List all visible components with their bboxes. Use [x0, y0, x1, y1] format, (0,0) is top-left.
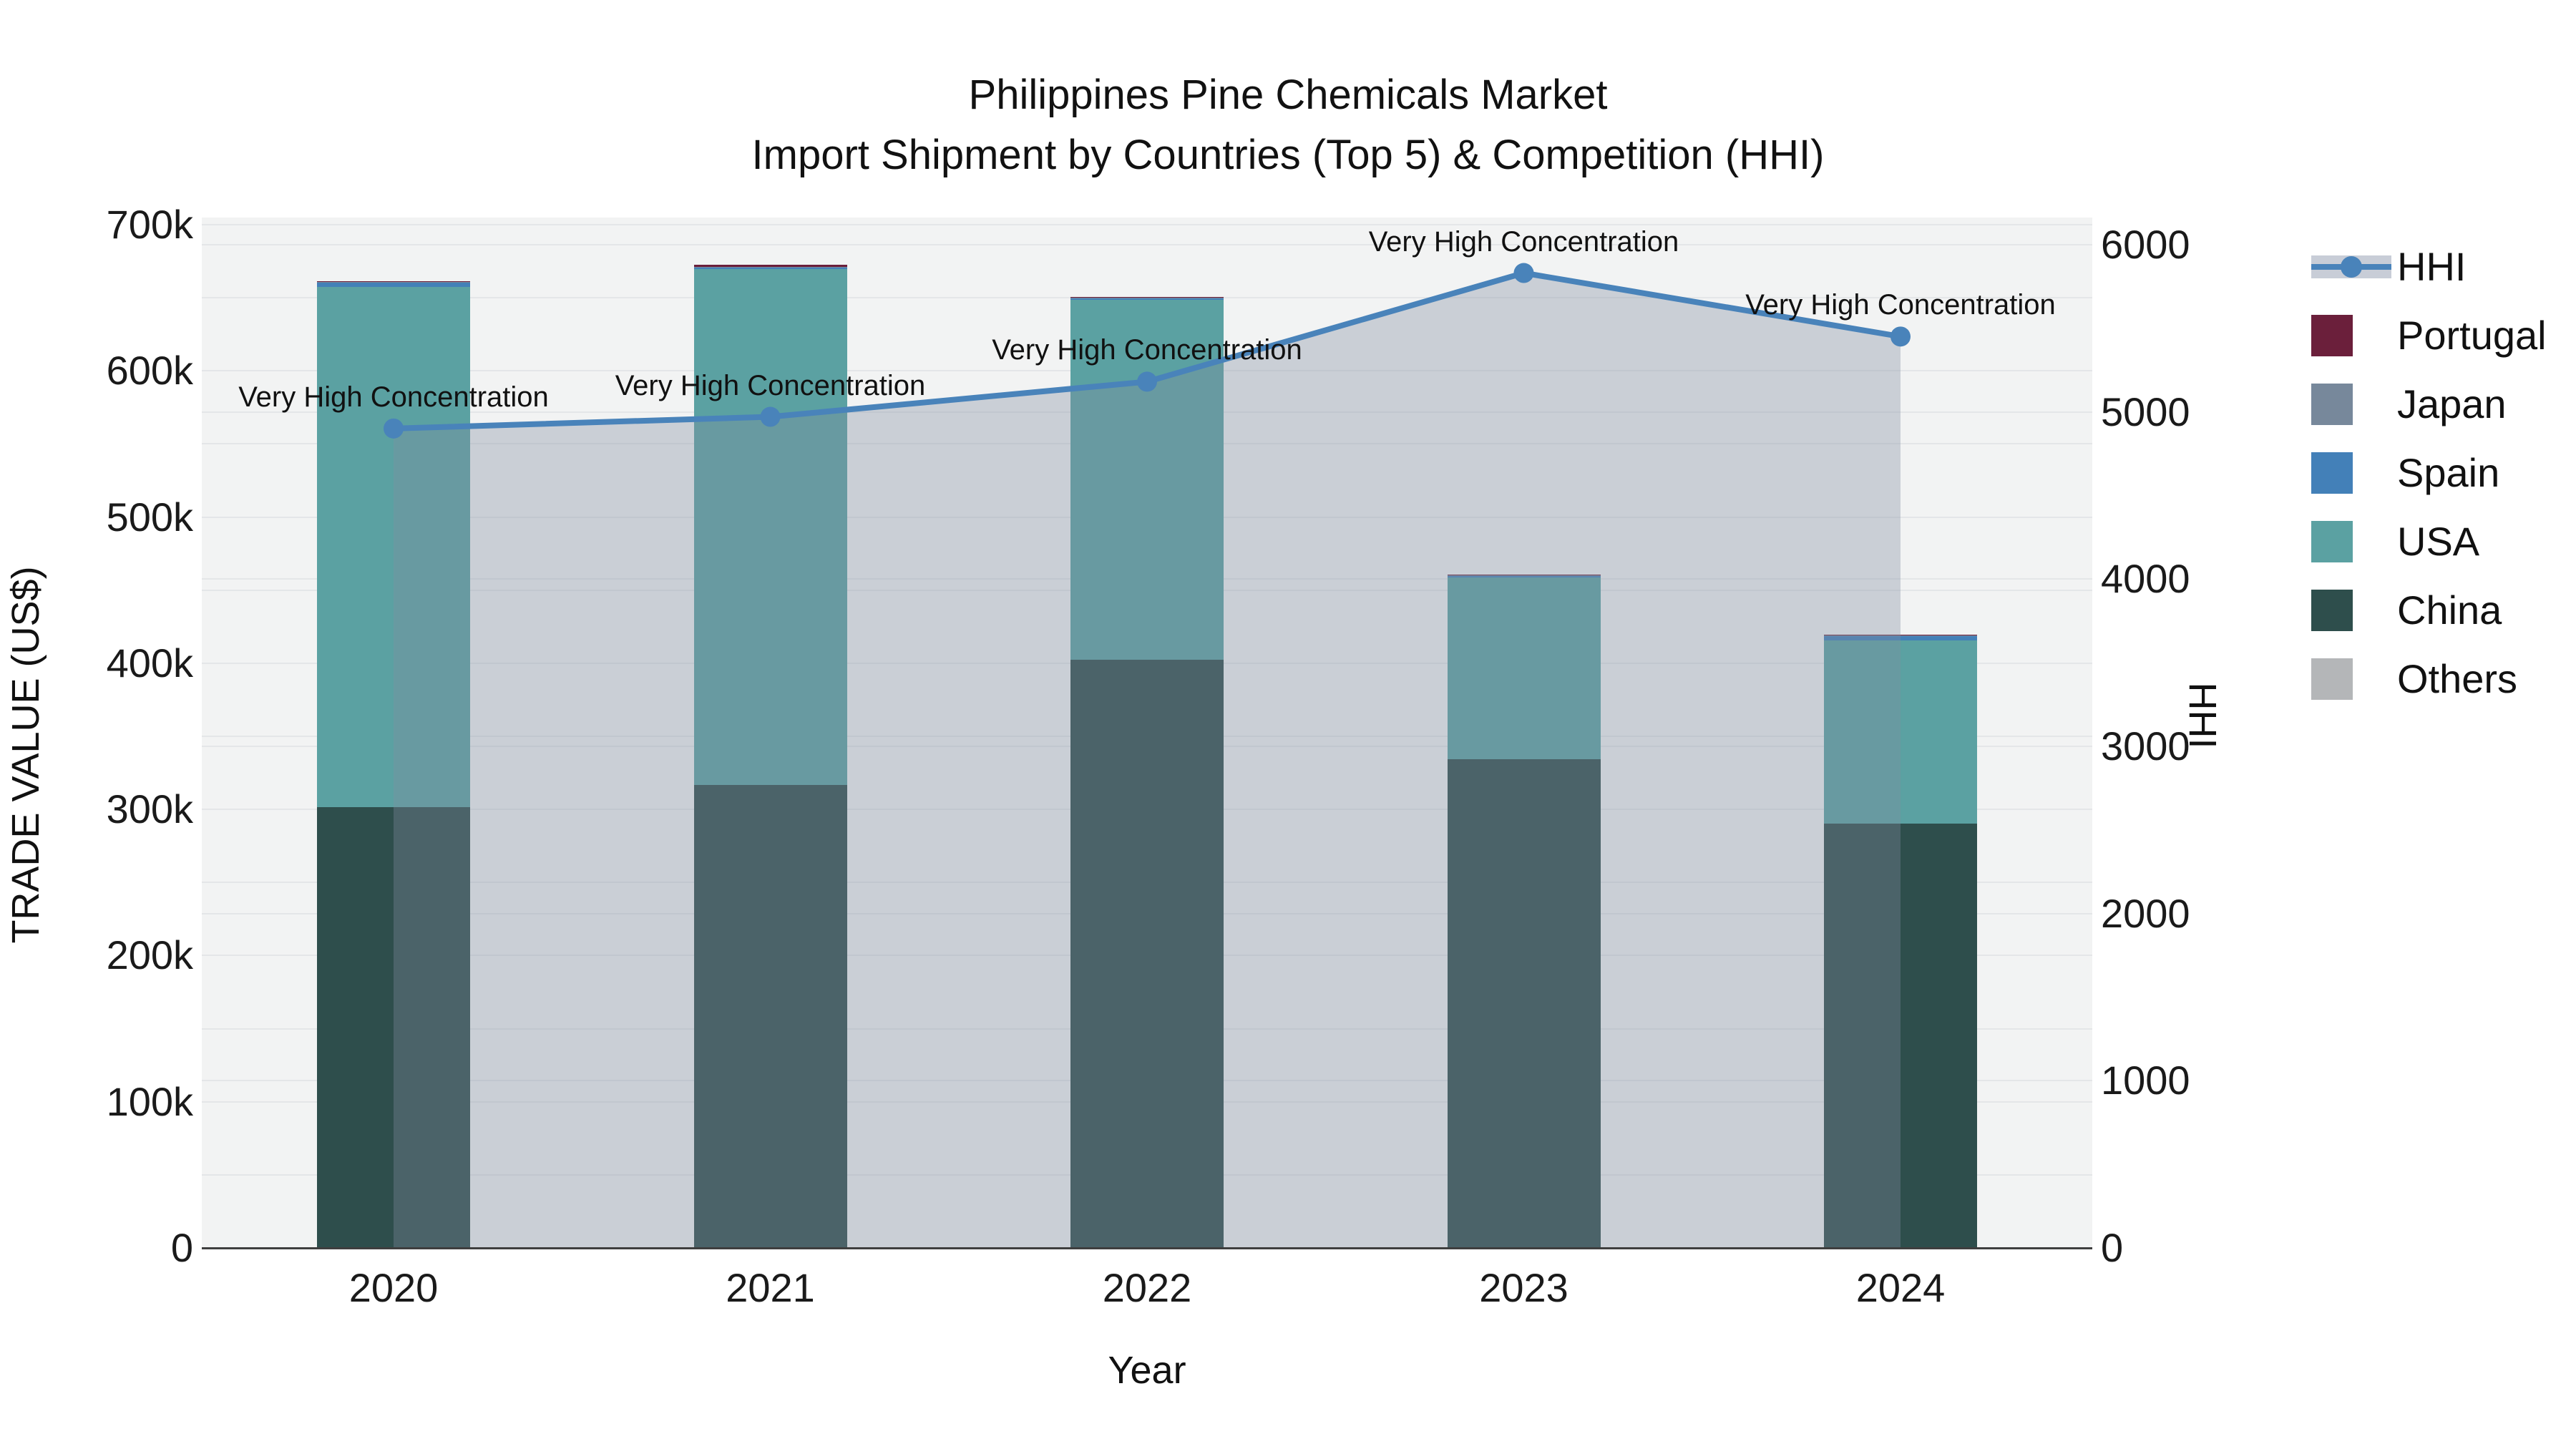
- x-axis-title: Year: [1108, 1349, 1186, 1392]
- legend-label-portugal: Portugal: [2397, 313, 2547, 358]
- bar-segment-china-2021[interactable]: [693, 785, 847, 1247]
- annotation-2022: Very High Concentration: [992, 334, 1302, 366]
- y-right-tick-3000: 3000: [2101, 723, 2190, 769]
- swatch-spain: [2311, 452, 2353, 494]
- bar-segment-china-2023[interactable]: [1447, 758, 1601, 1247]
- legend-item-hhi[interactable]: HHI: [2311, 246, 2547, 288]
- annotation-2020: Very High Concentration: [238, 381, 549, 413]
- x-tick-2024: 2024: [1855, 1265, 1946, 1310]
- legend-item-usa[interactable]: USA: [2311, 521, 2547, 562]
- legend-swatch-japan: [2311, 384, 2391, 425]
- bar-segment-spain-2020[interactable]: [317, 282, 470, 287]
- legend-swatch-china: [2311, 590, 2391, 631]
- legend-item-china[interactable]: China: [2311, 590, 2547, 631]
- chart-subtitle: Import Shipment by Countries (Top 5) & C…: [751, 132, 1825, 178]
- bar-segment-china-2022[interactable]: [1070, 659, 1224, 1247]
- y-right-tick-0: 0: [2101, 1225, 2124, 1270]
- bar-segment-spain-2023[interactable]: [1447, 576, 1601, 578]
- y-left-tick-200k: 200k: [106, 932, 193, 978]
- swatch-china: [2311, 590, 2353, 631]
- hhi-line-legend-symbol: [2311, 251, 2391, 283]
- y-left-tick-300k: 300k: [106, 786, 193, 832]
- swatch-others: [2311, 658, 2353, 700]
- bar-segment-portugal-2020[interactable]: [317, 280, 470, 282]
- y-axis-title-left: TRADE VALUE (US$): [4, 566, 47, 944]
- gridline-right-6000: [202, 243, 2092, 245]
- swatch-usa: [2311, 521, 2353, 562]
- legend-swatch-portugal: [2311, 315, 2391, 356]
- hhi-marker-2021[interactable]: [760, 406, 781, 427]
- swatch-portugal: [2311, 315, 2353, 356]
- bar-segment-usa-2022[interactable]: [1070, 300, 1224, 660]
- x-tick-2021: 2021: [726, 1265, 815, 1310]
- y-left-tick-700k: 700k: [106, 201, 193, 247]
- x-tick-2020: 2020: [348, 1265, 439, 1310]
- bar-segment-spain-2021[interactable]: [693, 268, 847, 270]
- annotation-2023: Very High Concentration: [1368, 225, 1679, 258]
- bar-segment-japan-2023[interactable]: [1447, 575, 1601, 577]
- y-right-tick-1000: 1000: [2101, 1058, 2190, 1103]
- bar-segment-japan-2021[interactable]: [693, 267, 847, 268]
- hhi-marker-2024[interactable]: [1890, 326, 1911, 347]
- chart-title: Philippines Pine Chemicals Market: [968, 72, 1608, 118]
- bar-segment-spain-2022[interactable]: [1070, 298, 1224, 301]
- legend-swatch-spain: [2311, 452, 2391, 494]
- hhi-marker-2022[interactable]: [1137, 371, 1157, 392]
- swatch-japan: [2311, 384, 2353, 425]
- annotation-2024: Very High Concentration: [1745, 289, 2056, 321]
- hhi-marker-2020[interactable]: [384, 418, 404, 439]
- y-right-tick-6000: 6000: [2101, 221, 2190, 267]
- y-left-tick-400k: 400k: [106, 640, 193, 686]
- hhi-legend-glyph: [2311, 251, 2391, 283]
- bar-segment-japan-2024[interactable]: [1824, 635, 1977, 637]
- legend-item-spain[interactable]: Spain: [2311, 452, 2547, 494]
- bar-segment-usa-2020[interactable]: [317, 286, 470, 808]
- x-tick-2022: 2022: [1102, 1265, 1192, 1310]
- legend-label-usa: USA: [2397, 519, 2480, 564]
- y-left-tick-100k: 100k: [106, 1078, 193, 1124]
- legend-swatch-usa: [2311, 521, 2391, 562]
- bar-segment-japan-2020[interactable]: [317, 281, 470, 283]
- y-left-tick-0: 0: [170, 1225, 193, 1270]
- bar-segment-china-2024[interactable]: [1824, 823, 1977, 1247]
- legend: HHI Portugal Japan Spain USA China Others: [2311, 246, 2547, 700]
- bar-segment-usa-2024[interactable]: [1824, 640, 1977, 824]
- legend-label-others: Others: [2397, 656, 2518, 701]
- y-left-tick-500k: 500k: [106, 494, 193, 540]
- legend-item-japan[interactable]: Japan: [2311, 384, 2547, 425]
- legend-label-spain: Spain: [2397, 450, 2500, 495]
- y-right-tick-4000: 4000: [2101, 556, 2190, 602]
- x-tick-2023: 2023: [1479, 1265, 1568, 1310]
- legend-item-portugal[interactable]: Portugal: [2311, 315, 2547, 356]
- hhi-line-layer: [384, 263, 1911, 1248]
- bar-segment-usa-2021[interactable]: [693, 269, 847, 786]
- legend-item-others[interactable]: Others: [2311, 658, 2547, 700]
- plot-area: [202, 218, 2092, 1249]
- y-right-tick-5000: 5000: [2101, 389, 2190, 434]
- y-right-tick-2000: 2000: [2101, 890, 2190, 936]
- legend-swatch-others: [2311, 658, 2391, 700]
- annotation-2021: Very High Concentration: [615, 369, 926, 401]
- bar-segment-spain-2024[interactable]: [1824, 636, 1977, 641]
- hhi-marker-2023[interactable]: [1513, 263, 1534, 283]
- y-left-tick-600k: 600k: [106, 348, 193, 394]
- gridline-left-700k: [202, 223, 2092, 225]
- x-axis-line: [202, 1247, 2092, 1249]
- bar-segment-portugal-2021[interactable]: [693, 265, 847, 268]
- bar-segment-usa-2023[interactable]: [1447, 577, 1601, 759]
- hhi-area-fill: [394, 273, 1901, 1248]
- legend-label-china: China: [2397, 587, 2502, 633]
- bar-segment-portugal-2022[interactable]: [1070, 297, 1224, 298]
- legend-label-hhi: HHI: [2397, 244, 2467, 289]
- bar-segment-china-2020[interactable]: [317, 807, 470, 1247]
- legend-label-japan: Japan: [2397, 381, 2507, 426]
